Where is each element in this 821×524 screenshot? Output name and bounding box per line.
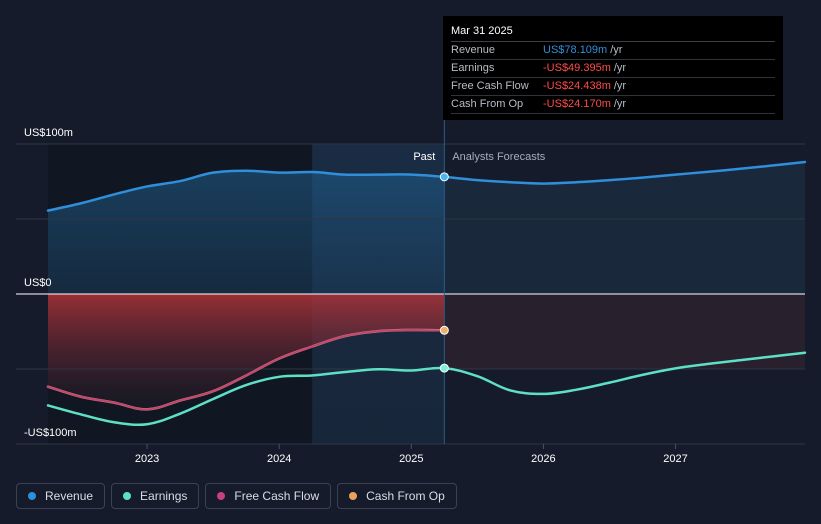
tooltip-row: Revenue US$78.109m/yr (451, 42, 775, 60)
legend-dot-icon (349, 492, 358, 500)
tooltip-row-value: -US$49.395m (543, 62, 611, 74)
revenue-area-forecast (444, 162, 805, 294)
legend-item-cash-from-op[interactable]: Cash From Op (337, 483, 457, 509)
tooltip-row: Free Cash Flow -US$24.438m/yr (451, 78, 775, 96)
cash-from-op-point (439, 325, 449, 335)
legend-label: Cash From Op (366, 489, 445, 503)
revenue-area-past (48, 170, 445, 294)
tooltip-row-unit: /yr (613, 98, 627, 110)
tooltip: Mar 31 2025 Revenue US$78.109m/yr Earnings… (443, 16, 783, 120)
revenue-line (46, 160, 807, 212)
y-axis-label: US$100m (24, 127, 73, 139)
earnings-line (46, 351, 807, 427)
legend: Revenue Earnings Free Cash Flow Cash From O… (16, 483, 457, 509)
tooltip-row-value: -US$24.438m (543, 80, 611, 92)
legend-label: Revenue (45, 489, 94, 503)
x-axis-label: 2023 (135, 453, 159, 465)
negative-area-past (48, 294, 445, 410)
legend-label: Earnings (140, 489, 188, 503)
legend-dot-icon (123, 492, 132, 500)
legend-item-revenue[interactable]: Revenue (16, 483, 106, 509)
tooltip-row-label: Earnings (451, 62, 495, 74)
tooltip-row-unit: /yr (613, 62, 627, 74)
tooltip-row: Earnings -US$49.395m/yr (451, 60, 775, 78)
tooltip-row-label: Cash From Op (451, 98, 524, 110)
x-axis-label: 2027 (663, 453, 687, 465)
legend-label: Free Cash Flow (234, 489, 320, 503)
tooltip-row-label: Revenue (451, 44, 496, 56)
legend-item-free-cash-flow[interactable]: Free Cash Flow (205, 483, 332, 509)
forecast-label: Analysts Forecasts (452, 151, 545, 163)
revenue-point (439, 172, 449, 182)
tooltip-row-value: US$78.109m (543, 44, 608, 56)
free-cash-flow-line (47, 328, 446, 411)
past-label: Past (413, 151, 435, 163)
y-axis-label: US$0 (24, 277, 52, 289)
x-axis-label: 2026 (531, 453, 555, 465)
tooltip-row-value: -US$24.170m (543, 98, 611, 110)
x-axis-label: 2025 (399, 453, 423, 465)
tooltip-row-unit: /yr (610, 44, 623, 56)
earnings-point (439, 363, 449, 373)
tooltip-row-unit: /yr (613, 80, 627, 92)
tooltip-date: Mar 31 2025 (451, 24, 775, 42)
y-axis-label: -US$100m (24, 427, 77, 439)
tooltip-row: Cash From Op -US$24.170m/yr (451, 96, 775, 114)
legend-item-earnings[interactable]: Earnings (111, 483, 200, 509)
legend-dot-icon (28, 492, 36, 500)
legend-dot-icon (217, 492, 226, 500)
tooltip-row-label: Free Cash Flow (451, 80, 529, 92)
negative-area-forecast (444, 294, 805, 369)
x-axis-label: 2024 (267, 453, 291, 465)
